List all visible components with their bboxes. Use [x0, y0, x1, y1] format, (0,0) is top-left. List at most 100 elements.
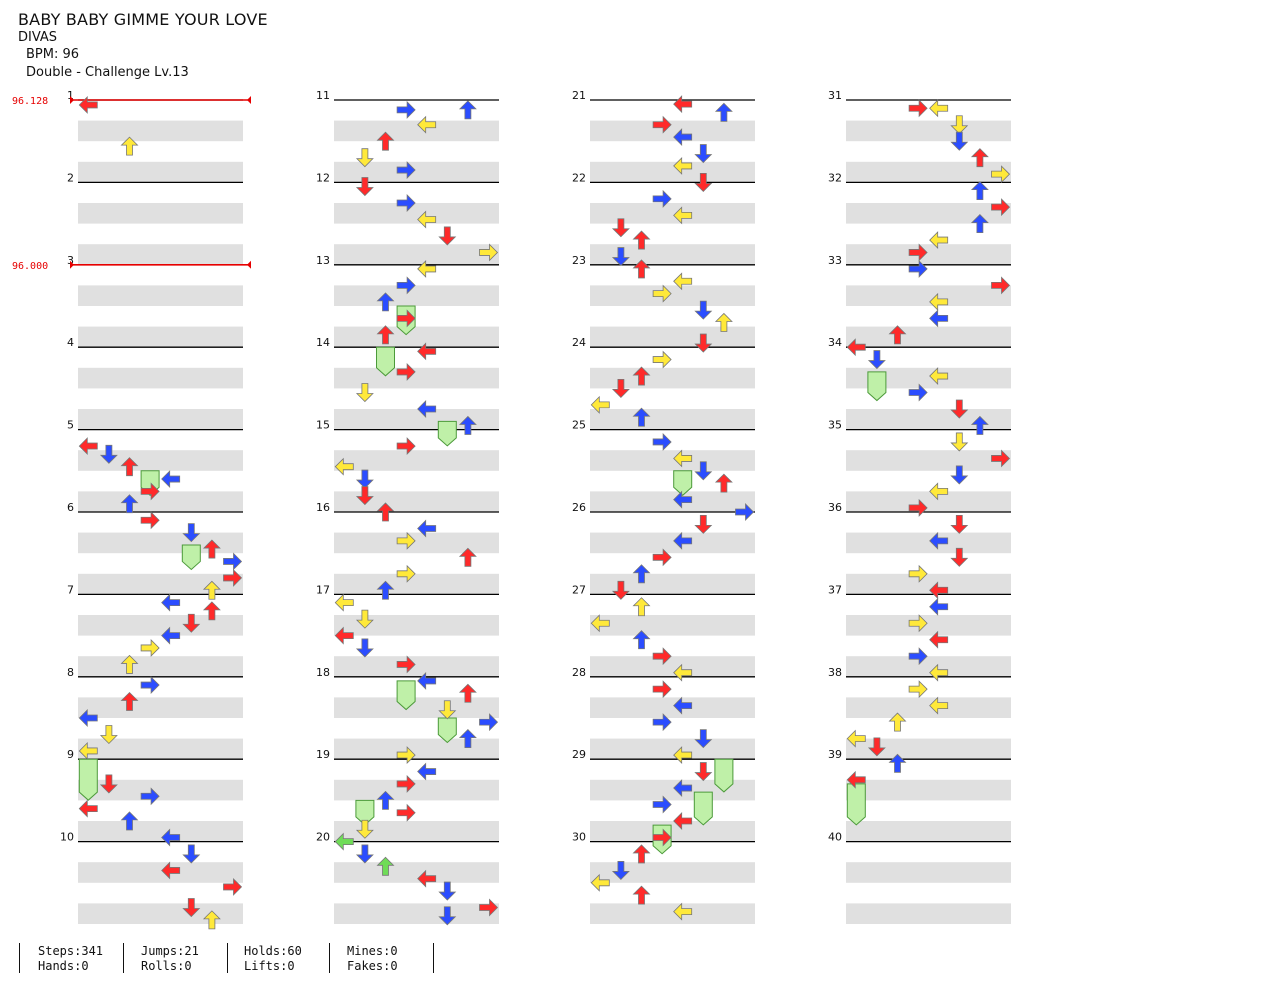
beat-stripe — [78, 738, 243, 760]
measure-number: 17 — [316, 583, 330, 596]
beat-stripe — [590, 326, 755, 348]
step-arrow-icon — [611, 247, 630, 267]
arrow-shape — [458, 100, 477, 120]
step-arrow-icon — [355, 469, 374, 489]
step-arrow-icon — [652, 432, 672, 451]
step-arrow-icon — [78, 799, 98, 818]
step-arrow-icon — [867, 737, 886, 757]
measure-number: 10 — [60, 831, 74, 844]
arrow-shape — [632, 366, 651, 386]
arrow-shape — [417, 762, 437, 781]
beat-stripe — [78, 615, 243, 636]
arrow-shape — [417, 671, 437, 690]
step-arrow-icon — [120, 654, 139, 674]
step-arrow-icon — [140, 787, 160, 806]
beat-stripe — [334, 326, 499, 348]
measure-number: 5 — [67, 419, 74, 432]
step-arrow-icon — [355, 486, 374, 506]
measure-number: 26 — [572, 501, 586, 514]
measure-number: 23 — [572, 254, 586, 267]
step-arrow-icon — [396, 276, 416, 295]
level-prefix: Lv. — [150, 65, 173, 80]
step-arrow-icon — [929, 309, 949, 328]
arrow-shape — [611, 247, 630, 267]
step-arrow-icon — [929, 482, 949, 501]
arrow-shape — [694, 762, 713, 782]
arrow-shape — [140, 787, 160, 806]
arrow-shape — [355, 819, 374, 839]
arrow-shape — [673, 746, 693, 765]
arrow-shape — [673, 490, 693, 509]
arrow-shape — [223, 552, 243, 571]
hold-note — [714, 758, 734, 793]
arrow-shape — [590, 614, 610, 633]
step-arrow-icon — [202, 580, 221, 600]
arrow-shape — [438, 881, 457, 901]
stat-hands: Hands:0 — [38, 959, 89, 973]
arrow-shape — [694, 300, 713, 320]
arrow-shape — [182, 844, 201, 864]
step-arrow-icon — [673, 663, 693, 682]
step-arrow-icon — [376, 292, 395, 312]
step-arrow-icon — [479, 898, 499, 917]
arrow-shape — [929, 663, 949, 682]
bpm-tick-icon — [247, 260, 251, 269]
chart-column: 21 22 23 24 25 26 27 28 29 30 — [572, 89, 755, 924]
step-arrow-icon — [458, 683, 477, 703]
step-arrow-icon — [417, 869, 437, 888]
arrow-shape — [929, 696, 949, 715]
step-arrow-icon — [417, 115, 437, 134]
arrow-shape — [867, 737, 886, 757]
arrow-shape — [694, 144, 713, 164]
step-arrow-icon — [673, 696, 693, 715]
arrow-shape — [950, 399, 969, 419]
hold-note — [355, 799, 375, 826]
step-arrow-icon — [120, 136, 139, 156]
arrow-shape — [417, 259, 437, 278]
step-arrow-icon — [908, 383, 928, 402]
step-arrow-icon — [929, 581, 949, 600]
arrow-shape — [929, 482, 949, 501]
arrow-shape — [611, 378, 630, 398]
arrow-shape — [652, 795, 672, 814]
step-arrow-icon — [396, 564, 416, 583]
stat-rolls: Rolls:0 — [141, 959, 192, 973]
beat-stripe — [846, 203, 1011, 224]
beat-stripe — [846, 409, 1011, 430]
beat-stripe — [334, 491, 499, 512]
arrow-shape — [590, 395, 610, 414]
arrow-shape — [161, 470, 181, 489]
measure-number: 9 — [67, 748, 74, 761]
arrow-shape — [694, 461, 713, 481]
arrow-shape — [673, 902, 693, 921]
measure-number: 12 — [316, 171, 330, 184]
arrow-shape — [479, 898, 499, 917]
step-arrow-icon — [182, 898, 201, 918]
arrow-shape — [867, 350, 886, 370]
step-arrow-icon — [632, 597, 651, 617]
beat-stripe — [590, 532, 755, 554]
step-arrow-icon — [673, 490, 693, 509]
step-arrow-icon — [334, 832, 354, 851]
arrow-shape — [611, 218, 630, 238]
step-arrow-icon — [991, 276, 1011, 295]
hold-note — [693, 791, 713, 826]
step-arrow-icon — [140, 638, 160, 657]
arrow-shape — [355, 177, 374, 197]
step-arrow-icon — [223, 552, 243, 571]
beat-stripe — [334, 615, 499, 636]
measure-number: 37 — [828, 583, 842, 596]
step-arrow-icon — [417, 671, 437, 690]
step-arrow-icon — [396, 194, 416, 212]
step-arrow-icon — [929, 696, 949, 715]
arrow-shape — [355, 148, 374, 168]
arrow-shape — [161, 593, 181, 612]
arrow-shape — [950, 514, 969, 534]
arrow-shape — [161, 626, 181, 645]
arrow-shape — [611, 861, 630, 881]
measure-number: 39 — [828, 748, 842, 761]
step-arrow-icon — [929, 597, 949, 616]
arrow-shape — [140, 638, 160, 657]
difficulty-level: 13 — [172, 65, 189, 80]
arrow-shape — [908, 680, 928, 699]
